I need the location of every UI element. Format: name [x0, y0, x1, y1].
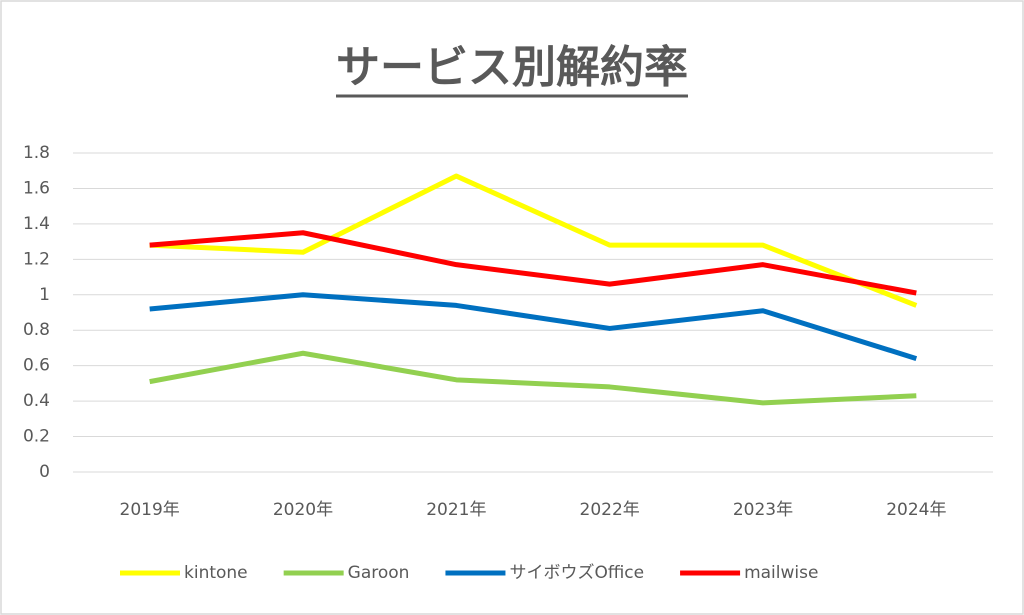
y-tick-label: 1.2 [23, 249, 50, 269]
x-tick-label: 2024年 [886, 500, 946, 520]
legend-label: Garoon [348, 563, 410, 583]
x-tick-label: 2020年 [273, 500, 333, 520]
y-tick-label: 0.2 [23, 427, 50, 447]
y-tick-label: 1.6 [23, 178, 50, 198]
y-tick-label: 0.8 [23, 320, 50, 340]
y-tick-label: 1.4 [23, 214, 50, 234]
x-tick-label: 2022年 [580, 500, 640, 520]
legend-label: サイボウズOffice [509, 563, 644, 583]
x-tick-label: 2019年 [120, 500, 180, 520]
y-tick-label: 0.6 [23, 356, 50, 376]
x-tick-label: 2023年 [733, 500, 793, 520]
series-line [149, 292, 918, 361]
y-tick-label: 0.4 [23, 391, 50, 411]
series-line [149, 173, 918, 308]
y-tick-label: 0 [39, 462, 50, 482]
y-tick-label: 1.8 [23, 143, 50, 163]
chart-title: サービス別解約率 [336, 42, 688, 93]
legend-label: mailwise [744, 563, 818, 583]
series-line [149, 350, 917, 406]
legend-label: kintone [184, 563, 248, 583]
y-tick-label: 1 [39, 285, 50, 305]
x-tick-label: 2021年 [426, 500, 486, 520]
series-line [149, 230, 917, 296]
